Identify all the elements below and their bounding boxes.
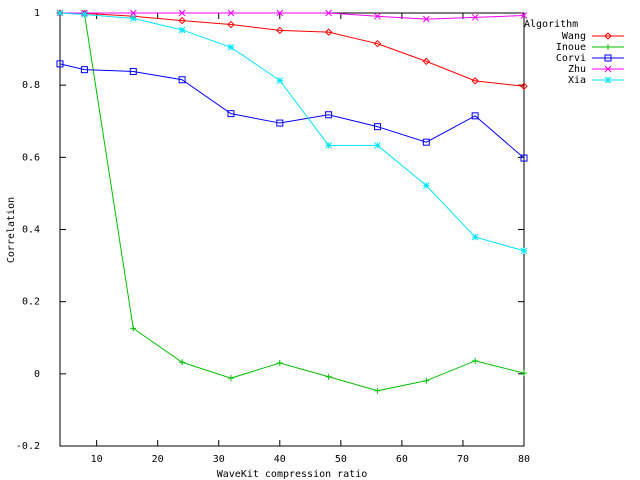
data-point-zhu [471, 13, 479, 21]
series-inoue [57, 10, 527, 394]
data-point-corvi [276, 119, 284, 127]
data-point-inoue [521, 370, 527, 377]
data-point-wang [324, 28, 333, 36]
data-point-zhu [520, 12, 528, 19]
data-point-xia [374, 142, 381, 149]
series-line-inoue [59, 12, 525, 392]
data-point-zhu [276, 9, 284, 17]
data-point-wang [471, 77, 479, 85]
data-point-xia [178, 26, 186, 34]
data-point-corvi [227, 110, 235, 118]
x-tick-label: 80 [518, 454, 530, 465]
x-tick-label: 50 [335, 454, 347, 465]
data-point-corvi [80, 66, 88, 74]
series-wang [56, 9, 528, 90]
data-point-corvi [520, 154, 528, 162]
legend-label-zhu: Zhu [568, 64, 586, 75]
y-tick-label: 0.8 [22, 80, 40, 91]
x-tick-label: 30 [213, 454, 225, 465]
y-tick-label: 0 [34, 369, 40, 380]
data-point-wang [520, 82, 528, 90]
y-axis-label: Correlation [6, 197, 17, 263]
data-point-inoue [325, 373, 332, 380]
plot-frame [59, 12, 525, 447]
series-line-xia [59, 12, 525, 252]
data-point-wang [178, 16, 186, 25]
data-point-xia [520, 247, 528, 255]
data-point-xia [325, 142, 332, 149]
series-layer [56, 9, 528, 394]
legend-label-wang: Wang [562, 31, 586, 42]
data-point-corvi [373, 123, 381, 131]
data-point-corvi [325, 111, 333, 119]
x-tick-label: 60 [396, 454, 408, 465]
legend-marker-wang [604, 32, 612, 40]
axis-ticks: 10 20 30 40 50 60 70 80 -0.2 0 0.2 0.4 0.6 0.8 1 [16, 8, 530, 465]
data-point-zhu [422, 15, 430, 23]
data-point-xia [56, 9, 64, 17]
legend-label-inoue: Inoue [556, 42, 586, 53]
data-point-inoue [276, 360, 283, 367]
data-point-wang [227, 20, 235, 29]
data-point-corvi [178, 76, 186, 84]
data-point-zhu [325, 9, 332, 17]
legend-marker-inoue [605, 44, 611, 50]
y-tick-label: -0.2 [16, 441, 40, 452]
y-tick-label: 0.6 [22, 152, 40, 163]
y-tick-label: 0.2 [22, 297, 40, 308]
data-point-inoue [179, 359, 186, 366]
x-tick-label: 10 [91, 454, 103, 465]
data-point-xia [129, 15, 137, 22]
y-tick-label: 0.4 [22, 225, 40, 236]
data-point-zhu [374, 12, 381, 20]
legend-title: Algorithm [524, 19, 578, 30]
legend-marker-corvi [604, 54, 612, 62]
data-point-wang [373, 39, 382, 48]
data-point-inoue [130, 325, 137, 332]
data-point-zhu [129, 9, 137, 17]
data-point-xia [81, 11, 88, 18]
series-line-wang [59, 12, 525, 87]
data-point-corvi [56, 60, 64, 68]
x-axis-label: WaveKit compression ratio [217, 469, 368, 480]
x-tick-label: 70 [457, 454, 469, 465]
legend-label-corvi: Corvi [556, 53, 586, 64]
legend-marker-zhu [604, 65, 612, 73]
legend-marker-xia [604, 76, 612, 84]
data-point-inoue [472, 357, 479, 364]
data-point-wang [276, 26, 284, 35]
series-line-corvi [59, 63, 525, 159]
x-tick-label: 40 [274, 454, 286, 465]
legend-label-xia: Xia [568, 75, 586, 86]
series-xia [56, 9, 528, 255]
data-point-xia [422, 182, 430, 189]
data-point-inoue [374, 387, 381, 394]
data-point-corvi [422, 138, 430, 146]
data-point-inoue [423, 377, 430, 384]
data-point-inoue [227, 375, 234, 382]
data-point-wang [422, 57, 431, 66]
series-corvi [56, 60, 528, 162]
data-point-zhu [227, 9, 235, 17]
data-point-xia [471, 233, 479, 241]
data-point-xia [227, 43, 235, 51]
y-tick-label: 1 [34, 8, 40, 19]
data-point-corvi [471, 112, 479, 120]
x-tick-label: 20 [152, 454, 164, 465]
data-point-xia [276, 77, 284, 84]
data-point-corvi [129, 67, 137, 75]
data-point-zhu [178, 9, 186, 17]
